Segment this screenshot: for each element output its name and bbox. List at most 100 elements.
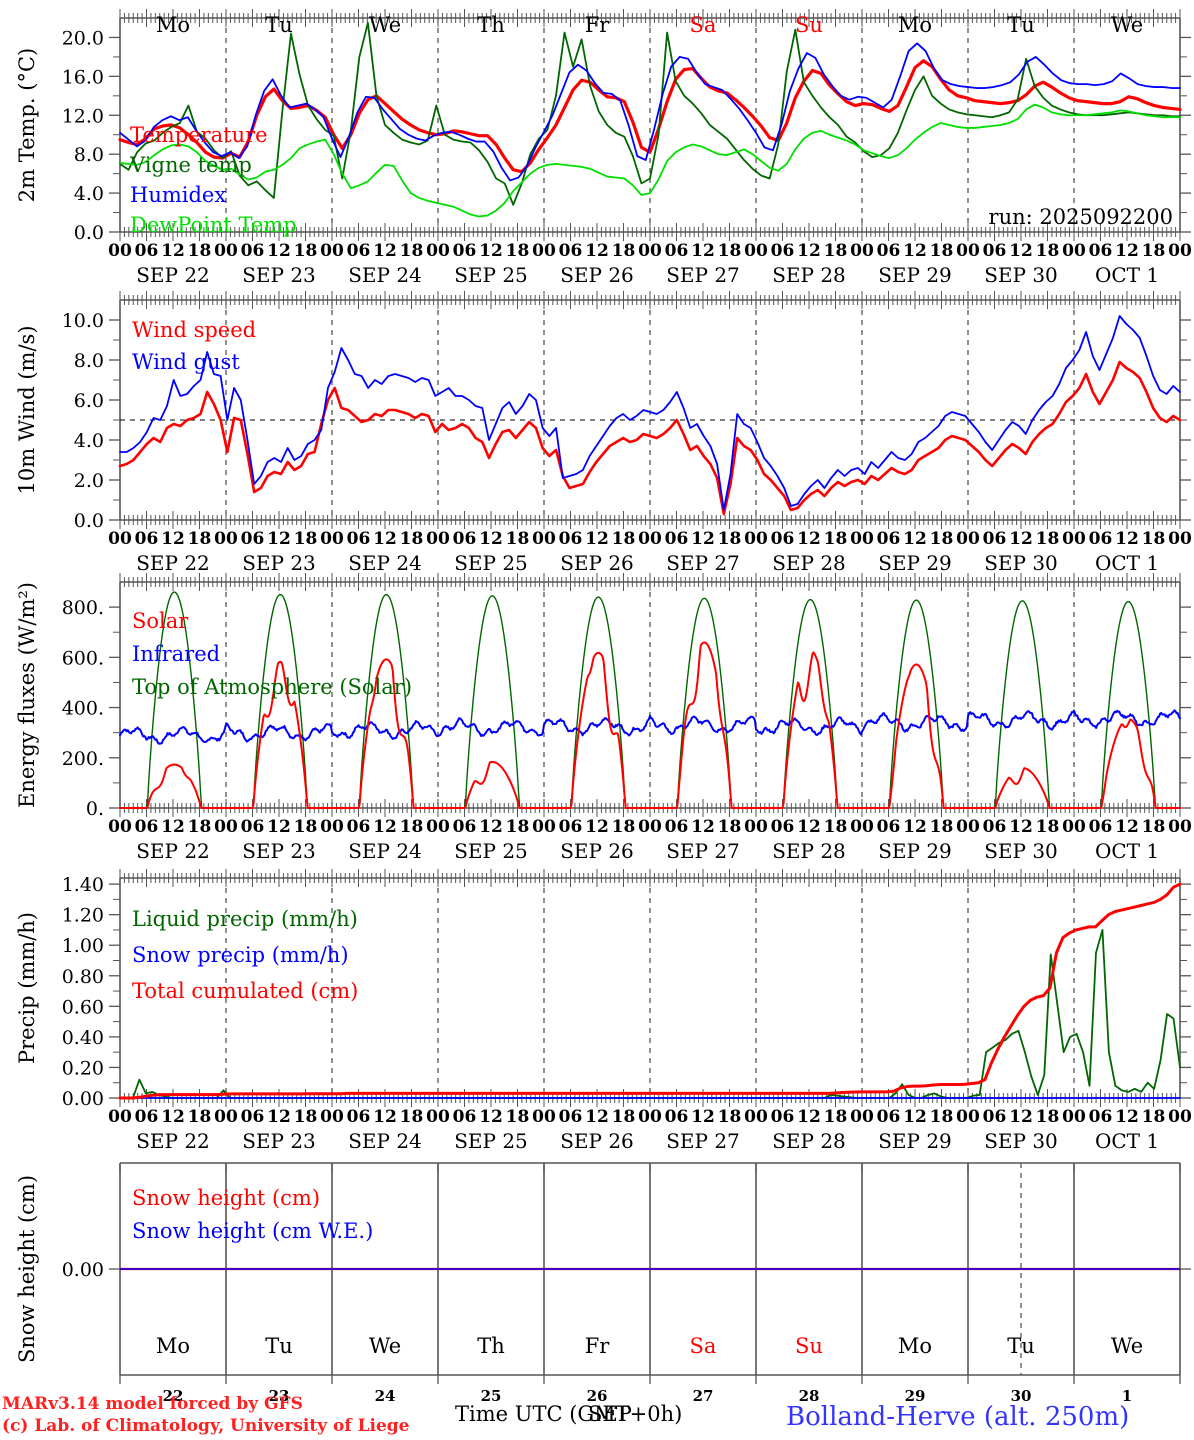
x-hour-tick-label: 06	[771, 241, 795, 261]
x-day-label: SEP 26	[560, 263, 634, 287]
x-hour-tick-label: 06	[665, 1107, 689, 1127]
x-day-label: SEP 30	[984, 551, 1058, 575]
x-hour-tick-label: 12	[479, 1107, 503, 1127]
x-hour-tick-label: 12	[161, 529, 185, 549]
x-hour-tick-label: 12	[1115, 1107, 1139, 1127]
x-hour-tick-label: 18	[188, 529, 212, 549]
footer-svg: MARv3.14 model forced by GFS (c) Lab. of…	[2, 1394, 1129, 1436]
y-tick-label: 8.0	[74, 144, 104, 166]
x-hour-tick-label: 00	[638, 1107, 662, 1127]
legend-entry: Snow height (cm)	[132, 1186, 320, 1210]
x-hour-tick-label: 12	[797, 241, 821, 261]
x-hour-tick-label: 06	[877, 241, 901, 261]
x-hour-tick-label: 18	[294, 1107, 318, 1127]
x-hour-tick-label: 00	[1168, 1107, 1192, 1127]
x-hour-tick-label: 18	[400, 241, 424, 261]
x-day-label: SEP 25	[454, 1129, 528, 1153]
x-hour-tick-label: 12	[373, 817, 397, 837]
x-hour-tick-label: 12	[797, 529, 821, 549]
footer: MARv3.14 model forced by GFS (c) Lab. of…	[0, 1394, 1194, 1440]
x-hour-tick-label: 00	[426, 529, 450, 549]
x-hour-tick-label: 06	[241, 817, 265, 837]
panel-temperature: 2m Temp. (°C) 0.0 4.0 8.0 12.0 16.0 20.0 Mo Tu We…	[0, 0, 1194, 290]
x-hour-tick-label: 18	[294, 817, 318, 837]
y-tick-label: 0.00	[62, 1088, 104, 1110]
series-line	[119, 21, 1181, 206]
x-hour-tick-label: 06	[771, 529, 795, 549]
weekday-label: Th	[477, 13, 505, 37]
y-tick-label: 400.	[62, 698, 104, 720]
x-hour-tick-label: 06	[241, 241, 265, 261]
x-day-label: SEP 23	[242, 551, 316, 575]
x-hour-tick-label: 12	[373, 529, 397, 549]
x-hour-tick-label: 00	[1062, 1107, 1086, 1127]
x-hour-tick-label: 06	[559, 1107, 583, 1127]
y-tick-label: 20.0	[62, 27, 104, 49]
series-line	[118, 882, 1182, 1100]
x-hour-tick-label: 00	[850, 1107, 874, 1127]
x-hour-tick-label: 06	[347, 817, 371, 837]
x-hour-tick-label: 18	[1036, 1107, 1060, 1127]
x-hour-tick-label: 18	[188, 241, 212, 261]
x-hour-tick-label: 12	[267, 241, 291, 261]
x-hour-tick-label: 00	[956, 1107, 980, 1127]
x-hour-tick-label: 06	[665, 817, 689, 837]
x-day-number: 23	[269, 1387, 290, 1405]
y-tick-label: 0.	[86, 798, 104, 820]
y-tick-label: 10.0	[62, 310, 104, 332]
footer-model-line: MARv3.14 model forced by GFS	[2, 1394, 303, 1414]
x-day-label: SEP 24	[348, 839, 422, 863]
weekday-label: Sa	[690, 13, 717, 37]
x-hour-tick-label: 12	[1009, 1107, 1033, 1127]
y-tick-label: 0.80	[62, 966, 104, 988]
x-hour-tick-label: 18	[930, 1107, 954, 1127]
x-hour-tick-label: 18	[506, 241, 530, 261]
x-hour-tick-label: 00	[214, 1107, 238, 1127]
legend-entry: Top of Atmosphere (Solar)	[132, 675, 412, 699]
weekday-label: Fr	[585, 1334, 611, 1358]
x-day-label: SEP 23	[242, 1129, 316, 1153]
x-hour-tick-label: 00	[320, 1107, 344, 1127]
x-hour-tick-label: 18	[294, 241, 318, 261]
series-line-solar	[119, 641, 1181, 809]
x-day-label: SEP 30	[984, 1129, 1058, 1153]
x-hour-tick-label: 00	[426, 1107, 450, 1127]
panel-snow: Snow height (cm) 0.00 Snow height (cm) Snow…	[0, 1155, 1194, 1405]
x-hour-tick-label: 06	[1089, 241, 1113, 261]
x-hour-tick-label: 06	[135, 241, 159, 261]
x-hour-tick-label: 12	[1009, 817, 1033, 837]
x-hour-tick-label: 06	[877, 817, 901, 837]
x-hour-tick-label: 18	[612, 529, 636, 549]
x-hour-tick-label: 12	[373, 1107, 397, 1127]
x-day-label: SEP 29	[878, 263, 952, 287]
y-tick-label: 16.0	[62, 66, 104, 88]
x-hour-tick-label: 00	[956, 817, 980, 837]
x-hour-tick-label: 00	[214, 817, 238, 837]
x-hour-tick-label: 18	[612, 817, 636, 837]
legend-entry: Temperature	[130, 123, 268, 147]
precip-chart: Precip (mm/h) 0.00 0.20 0.40 0.60 0.80 1.00 1.2…	[15, 869, 1192, 1153]
x-day-label: SEP 28	[772, 263, 846, 287]
weekday-label: We	[369, 13, 401, 37]
x-hour-tick-label: 06	[1089, 1107, 1113, 1127]
weekday-label: Su	[795, 1334, 823, 1358]
weekday-label: Tu	[1007, 13, 1035, 37]
x-hour-tick-label: 00	[956, 241, 980, 261]
x-hour-tick-label: 00	[1168, 241, 1192, 261]
x-hour-tick-label: 00	[744, 817, 768, 837]
weekday-label: Su	[795, 13, 823, 37]
x-hour-tick-label: 18	[1142, 817, 1166, 837]
x-day-label: SEP 26	[560, 551, 634, 575]
x-hour-tick-label: 00	[214, 529, 238, 549]
x-hour-tick-label: 18	[188, 1107, 212, 1127]
x-hour-tick-label: 06	[1089, 817, 1113, 837]
y-axis-title: 10m Wind (m/s)	[15, 325, 39, 494]
x-hour-tick-label: 12	[267, 1107, 291, 1127]
y-tick-label: 0.20	[62, 1057, 104, 1079]
x-day-label: SEP 22	[136, 263, 210, 287]
x-hour-tick-label: 00	[108, 529, 132, 549]
panel-precip: Precip (mm/h) 0.00 0.20 0.40 0.60 0.80 1.00 1.2…	[0, 858, 1194, 1158]
y-tick-label: 800.	[62, 597, 104, 619]
footer-station-name: Bolland-Herve (alt. 250m)	[786, 1402, 1129, 1432]
weekday-label: Tu	[265, 1334, 293, 1358]
